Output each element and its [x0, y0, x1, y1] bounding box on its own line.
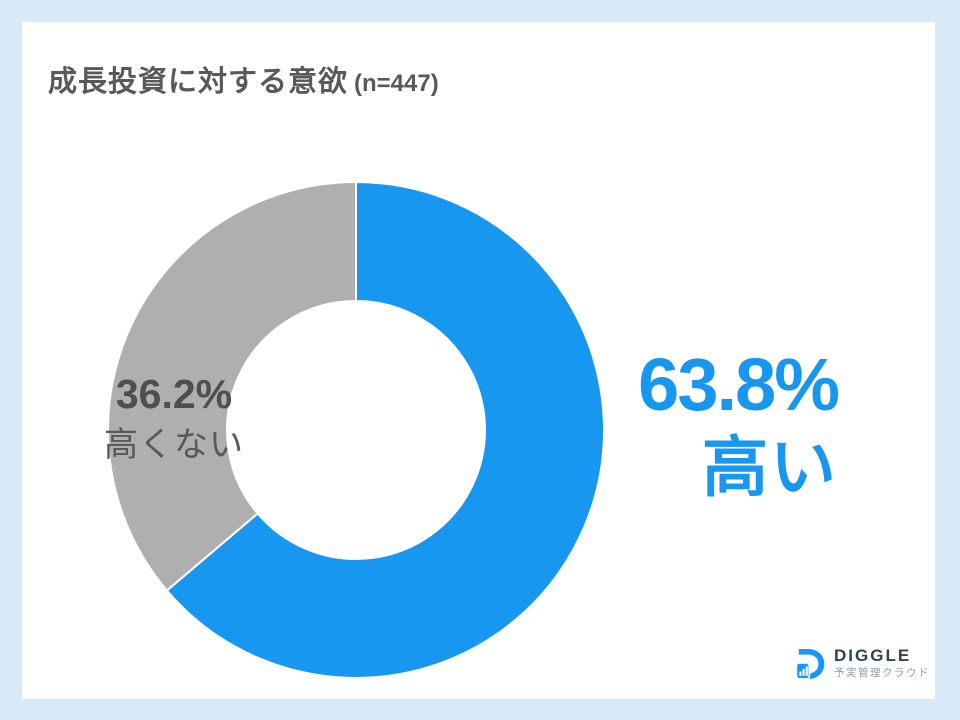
donut-slice-low: [107, 181, 357, 592]
chart-title-sample-size: (n=447): [354, 70, 439, 97]
donut-slice-high: [165, 181, 605, 679]
donut-chart: [96, 170, 616, 690]
diggle-d-barchart-icon: [795, 649, 825, 680]
diggle-logo-name: DIGGLE: [834, 646, 912, 666]
slice-label-group-low: 36.2% 高くない: [84, 371, 264, 464]
slice-value-low: 36.2%: [115, 371, 233, 417]
slice-name-high: 高い: [702, 430, 838, 504]
donut-chart-svg: [107, 181, 605, 679]
diggle-logo-tagline: 予実管理クラウド: [834, 667, 930, 680]
chart-card: 成長投資に対する意欲 (n=447) 36.2% 高くない 63.8% 高い DI…: [22, 22, 935, 699]
diggle-logo: DIGGLE 予実管理クラウド: [795, 646, 930, 682]
chart-title-text: 成長投資に対する意欲: [48, 66, 349, 98]
chart-title: 成長投資に対する意欲 (n=447): [48, 58, 439, 100]
diggle-logo-text: DIGGLE 予実管理クラウド: [834, 647, 930, 680]
slice-value-high: 63.8%: [638, 343, 840, 426]
slice-label-group-high: 63.8% 高い: [638, 343, 840, 504]
slice-name-low: 高くない: [104, 426, 244, 464]
